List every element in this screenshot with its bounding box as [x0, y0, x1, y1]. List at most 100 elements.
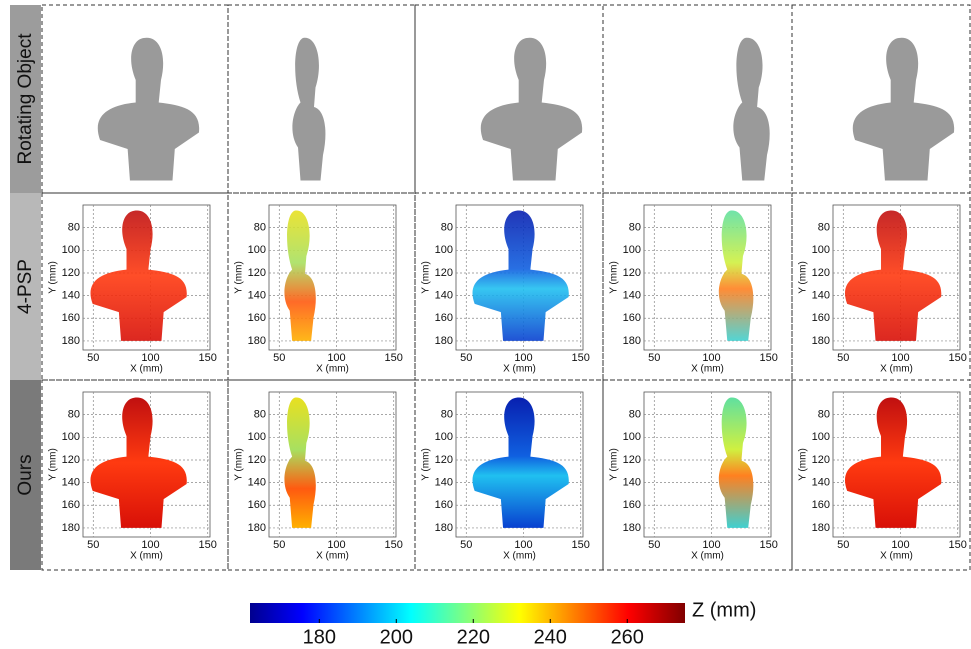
plot-area — [643, 204, 772, 351]
point-cloud-shape — [90, 397, 187, 528]
y-tick-label: 180 — [623, 335, 641, 347]
x-axis-label: X (mm) — [691, 551, 724, 562]
object-silhouette — [292, 37, 326, 181]
object-photo — [480, 37, 583, 181]
point-cloud — [472, 397, 569, 528]
y-tick-label: 180 — [248, 522, 266, 534]
y-tick-label: 140 — [435, 477, 453, 489]
y-tick-label: 180 — [62, 522, 80, 534]
row-label-box — [10, 5, 41, 193]
y-tick-label: 180 — [812, 522, 830, 534]
colorbar — [250, 603, 685, 623]
y-tick-label: 180 — [435, 335, 453, 347]
x-tick-label: 50 — [273, 352, 285, 364]
y-tick-label: 140 — [62, 290, 80, 302]
y-tick-label: 140 — [623, 477, 641, 489]
x-axis-label: X (mm) — [503, 551, 536, 562]
row-label-box — [10, 193, 41, 380]
y-tick-label: 100 — [812, 431, 830, 443]
y-tick-label: 120 — [248, 267, 266, 279]
object-photo — [292, 37, 326, 181]
y-axis-label: Y (mm) — [48, 261, 59, 294]
x-tick-label: 50 — [460, 539, 472, 551]
y-tick-label: 120 — [62, 267, 80, 279]
object-silhouette — [97, 37, 200, 181]
x-tick-label: 100 — [514, 539, 532, 551]
row-label-box — [10, 380, 41, 570]
x-axis-label: X (mm) — [691, 364, 724, 375]
y-tick-label: 80 — [254, 409, 266, 421]
point-cloud-shape — [472, 210, 569, 341]
y-tick-label: 160 — [435, 312, 453, 324]
x-tick-label: 100 — [327, 539, 345, 551]
x-tick-label: 50 — [648, 352, 660, 364]
colorbar-tick-label: 220 — [457, 626, 490, 648]
x-axis-label: X (mm) — [880, 551, 913, 562]
x-tick-label: 50 — [648, 539, 660, 551]
colorbar-label: Z (mm) — [692, 599, 756, 621]
point-cloud-shape — [472, 397, 569, 528]
point-cloud-shape — [284, 397, 316, 528]
x-tick-label: 50 — [837, 352, 849, 364]
row-label: Ours — [15, 454, 36, 495]
y-tick-label: 120 — [623, 267, 641, 279]
y-tick-label: 100 — [623, 431, 641, 443]
x-tick-label: 50 — [87, 352, 99, 364]
y-tick-label: 140 — [812, 477, 830, 489]
point-cloud-shape — [718, 210, 754, 341]
point-cloud — [718, 210, 754, 341]
x-tick-label: 150 — [385, 539, 403, 551]
y-tick-label: 140 — [248, 477, 266, 489]
y-axis-label: Y (mm) — [421, 448, 432, 481]
x-tick-label: 50 — [837, 539, 849, 551]
point-cloud-shape — [90, 210, 187, 341]
y-tick-label: 80 — [441, 409, 453, 421]
y-axis-label: Y (mm) — [798, 448, 809, 481]
colorbar-tick-label: 260 — [611, 626, 644, 648]
y-tick-label: 80 — [254, 222, 266, 234]
point-cloud — [284, 397, 316, 528]
y-tick-label: 140 — [248, 290, 266, 302]
point-cloud — [90, 210, 187, 341]
y-tick-label: 180 — [623, 522, 641, 534]
y-tick-label: 140 — [62, 477, 80, 489]
x-tick-label: 50 — [460, 352, 472, 364]
y-tick-label: 100 — [435, 431, 453, 443]
y-tick-label: 80 — [818, 409, 830, 421]
y-tick-label: 140 — [435, 290, 453, 302]
y-tick-label: 120 — [435, 267, 453, 279]
x-tick-label: 150 — [949, 352, 967, 364]
y-tick-label: 160 — [62, 499, 80, 511]
x-tick-label: 100 — [141, 539, 159, 551]
row-label: Rotating Object — [15, 33, 36, 165]
colorbar-tick-label: 200 — [380, 626, 413, 648]
panel-border — [414, 379, 604, 571]
y-axis-label: Y (mm) — [609, 261, 620, 294]
x-tick-label: 100 — [702, 539, 720, 551]
panels: Rotating Object 4-PSP Ours 50 100 150 80 100 120… — [10, 4, 971, 571]
point-cloud-shape — [284, 210, 316, 341]
point-cloud — [844, 397, 942, 528]
y-tick-label: 100 — [812, 244, 830, 256]
row-label: 4-PSP — [15, 259, 36, 314]
y-tick-label: 160 — [623, 499, 641, 511]
y-tick-label: 120 — [435, 454, 453, 466]
y-tick-label: 80 — [441, 222, 453, 234]
y-tick-label: 160 — [62, 312, 80, 324]
x-tick-label: 150 — [949, 539, 967, 551]
y-tick-label: 140 — [812, 290, 830, 302]
y-tick-label: 160 — [812, 312, 830, 324]
point-cloud-shape — [844, 397, 942, 528]
point-cloud — [90, 397, 187, 528]
y-tick-label: 80 — [629, 409, 641, 421]
y-tick-label: 160 — [623, 312, 641, 324]
x-tick-label: 150 — [572, 539, 590, 551]
point-cloud — [472, 210, 569, 341]
y-tick-label: 100 — [248, 431, 266, 443]
x-tick-label: 150 — [760, 539, 778, 551]
x-axis-label: X (mm) — [316, 364, 349, 375]
x-tick-label: 100 — [514, 352, 532, 364]
y-tick-label: 80 — [68, 409, 80, 421]
y-tick-label: 100 — [623, 244, 641, 256]
